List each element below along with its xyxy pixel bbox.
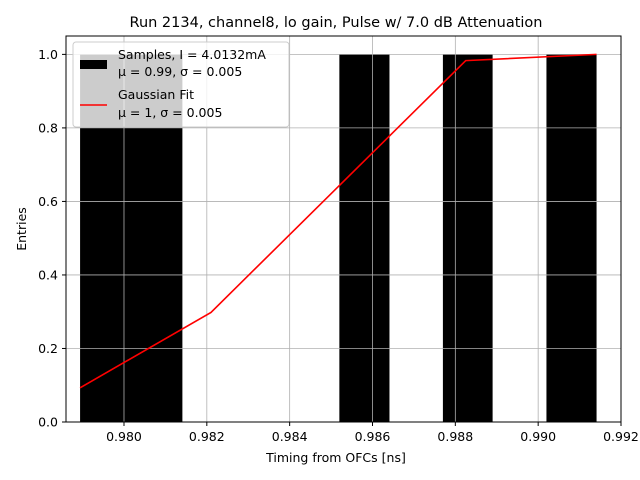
- legend-box: [72, 41, 290, 128]
- y-tick-label-2: 0.4: [38, 267, 58, 282]
- legend: Samples, I = 4.0132mA μ = 0.99, σ = 0.00…: [72, 41, 290, 128]
- y-tick-label-1: 0.2: [38, 341, 58, 356]
- gaussian-fit-line: [79, 53, 597, 389]
- x-tick-label-3: 0.986: [355, 429, 391, 444]
- legend-swatch-samples: [80, 60, 107, 69]
- legend-label-samples: Samples, I = 4.0132mA: [118, 47, 266, 62]
- chart-title: Run 2134, channel8, lo gain, Pulse w/ 7.…: [130, 15, 543, 31]
- x-tick-label-6: 0.992: [603, 429, 639, 444]
- legend-label-fit: Gaussian Fit: [118, 87, 194, 102]
- plot-frame: [65, 35, 622, 423]
- y-axis-ticks: 0.0 0.2 0.4 0.6 0.8 1.0: [38, 47, 66, 430]
- x-tick-label-0: 0.980: [106, 429, 142, 444]
- histogram-bar-3: [546, 54, 597, 422]
- y-tick-label-5: 1.0: [38, 47, 58, 62]
- x-axis-ticks: 0.980 0.982 0.984 0.986 0.988 0.990 0.992: [106, 422, 639, 444]
- x-tick-label-1: 0.982: [189, 429, 225, 444]
- legend-label-fit-stats: μ = 1, σ = 0.005: [118, 105, 222, 120]
- x-axis-label: Timing from OFCs [ns]: [265, 450, 406, 465]
- y-tick-label-0: 0.0: [38, 415, 58, 430]
- y-axis-label: Entries: [14, 207, 29, 251]
- histogram-bar-2: [442, 54, 493, 422]
- x-tick-label-5: 0.990: [520, 429, 556, 444]
- y-tick-label-4: 0.8: [38, 120, 58, 135]
- y-tick-label-3: 0.6: [38, 194, 58, 209]
- legend-label-samples-stats: μ = 0.99, σ = 0.005: [118, 64, 242, 79]
- fit-line-layer: [79, 53, 597, 389]
- x-tick-label-2: 0.984: [272, 429, 308, 444]
- histogram-bar-1: [339, 54, 390, 422]
- x-tick-label-4: 0.988: [437, 429, 473, 444]
